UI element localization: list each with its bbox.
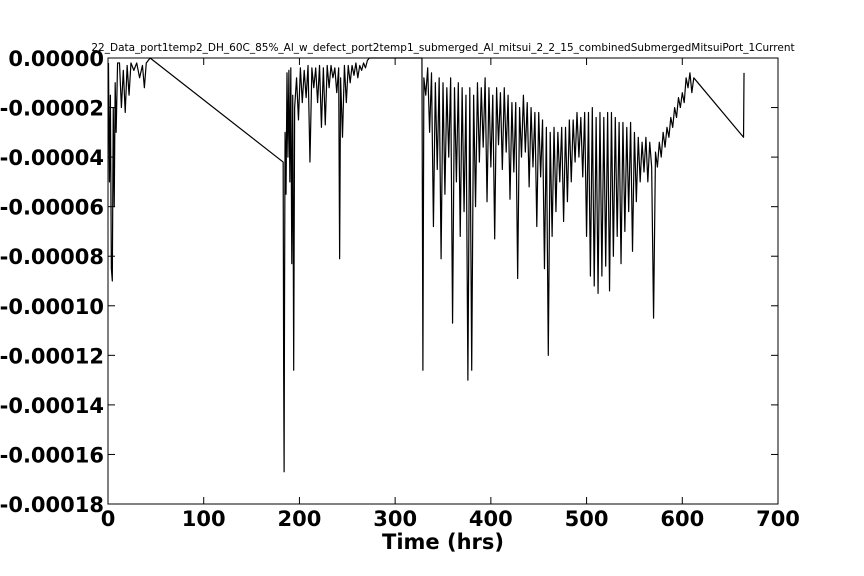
- x-tick-label: 200: [278, 507, 322, 531]
- x-tick-labels: 0 100 200 300 400 500 600 700: [101, 507, 800, 531]
- y-tick-label: 0.00000: [8, 47, 104, 71]
- chart-title: 22_Data_port1temp2_DH_60C_85%_Al_w_defec…: [91, 42, 794, 54]
- series-line-current: [107, 57, 745, 473]
- x-tick-label: 500: [565, 507, 609, 531]
- x-tick-label: 400: [469, 507, 513, 531]
- x-tick-label: 100: [182, 507, 226, 531]
- axis-ticks: [107, 57, 779, 505]
- y-tick-label: -0.00004: [0, 146, 104, 170]
- x-tick-label: 300: [373, 507, 417, 531]
- y-tick-label: -0.00008: [0, 245, 104, 269]
- y-tick-label: -0.00014: [0, 394, 104, 418]
- y-tick-label: -0.00018: [0, 493, 104, 517]
- x-tick-label: 700: [756, 507, 800, 531]
- x-tick-label: 600: [660, 507, 704, 531]
- y-tick-label: -0.00016: [0, 443, 104, 467]
- y-tick-label: -0.00002: [0, 97, 104, 121]
- y-tick-label: -0.00006: [0, 196, 104, 220]
- x-axis-label: Time (hrs): [382, 530, 504, 554]
- plot-area-frame: [107, 57, 779, 505]
- y-tick-labels: 0.00000 -0.00002 -0.00004 -0.00006 -0.00008 -…: [0, 47, 104, 517]
- x-tick-label: 0: [101, 507, 116, 531]
- y-tick-label: -0.00010: [0, 295, 104, 319]
- y-tick-label: -0.00012: [0, 344, 104, 368]
